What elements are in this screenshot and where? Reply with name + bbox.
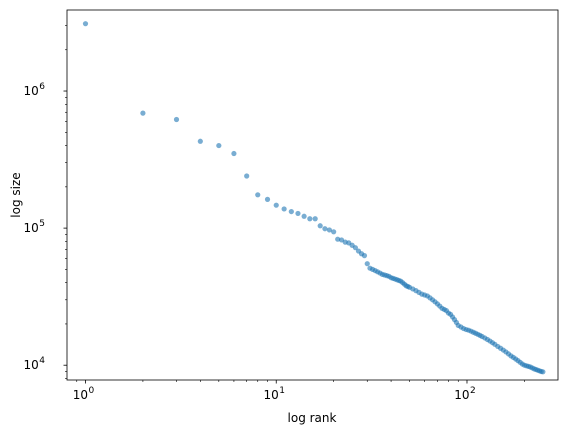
data-point: [312, 216, 318, 222]
y-tick-label: 105: [23, 219, 45, 235]
x-tick-label: 100: [73, 386, 95, 402]
data-point: [264, 196, 271, 202]
y-tick-label: 106: [23, 82, 45, 98]
data-points: [82, 21, 546, 375]
data-point: [331, 229, 337, 235]
plot-area: 100 101 102 104 105 106: [23, 9, 559, 402]
data-point: [255, 192, 261, 198]
data-point: [140, 110, 146, 116]
x-axis-ticks: 100 101 102: [73, 380, 525, 402]
data-point: [288, 208, 294, 215]
plot-frame: [66, 9, 559, 381]
data-point: [273, 202, 279, 208]
data-point: [216, 142, 222, 149]
data-point: [295, 210, 301, 217]
y-tick-label: 104: [23, 356, 45, 372]
data-point: [326, 227, 333, 233]
x-tick-label: 101: [263, 386, 285, 402]
data-point: [197, 138, 203, 144]
data-point: [322, 226, 328, 232]
data-point: [540, 369, 546, 375]
y-axis-ticks: 104 105 106: [23, 25, 67, 379]
data-point: [361, 253, 368, 259]
data-point: [307, 216, 313, 222]
x-tick-label: 102: [454, 386, 476, 402]
data-point: [364, 261, 370, 267]
data-point: [335, 236, 341, 242]
data-point: [173, 116, 180, 123]
data-point: [82, 21, 89, 27]
data-point: [301, 213, 307, 219]
data-point: [317, 223, 323, 229]
y-axis-label: log size: [9, 172, 23, 217]
data-point: [352, 245, 358, 251]
data-point: [244, 173, 250, 179]
data-point: [281, 206, 287, 212]
x-axis-label: log rank: [288, 411, 337, 425]
data-point: [231, 150, 237, 157]
